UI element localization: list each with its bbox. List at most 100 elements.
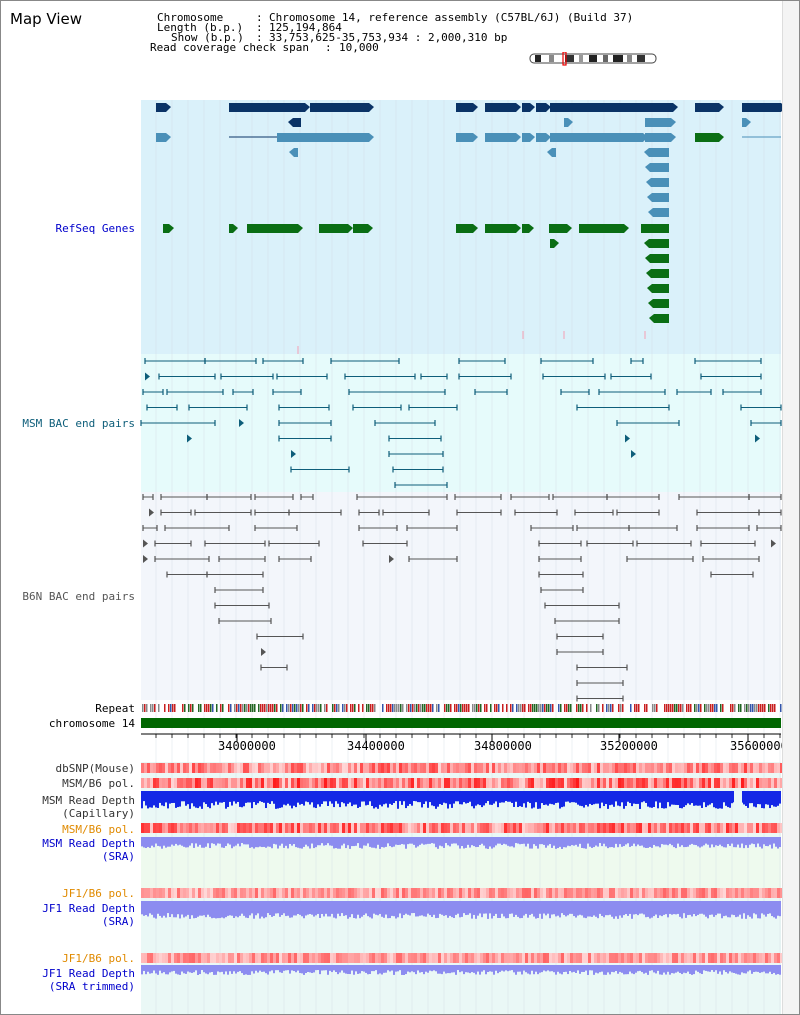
polymorphism-cell xyxy=(423,888,426,898)
read-depth-bar xyxy=(243,965,245,975)
polymorphism-cell xyxy=(555,763,558,773)
polymorphism-cell xyxy=(720,778,723,788)
polymorphism-cell xyxy=(525,888,528,898)
read-depth-bar xyxy=(345,837,347,849)
read-depth-bar xyxy=(575,901,577,918)
read-depth-bar xyxy=(563,791,565,807)
polymorphism-cell xyxy=(399,763,402,773)
read-depth-bar xyxy=(717,965,719,974)
polymorphism-cell xyxy=(657,823,660,833)
read-depth-bar xyxy=(185,837,187,848)
read-depth-bar xyxy=(395,837,397,845)
polymorphism-cell xyxy=(267,953,270,963)
read-depth-bar xyxy=(183,901,185,918)
repeat-mark xyxy=(738,704,740,712)
read-depth-bar xyxy=(447,965,449,974)
read-depth-bar xyxy=(161,965,163,974)
gene-feature xyxy=(550,239,554,248)
polymorphism-cell xyxy=(282,953,285,963)
polymorphism-cell xyxy=(291,763,294,773)
refseq-genes-label[interactable]: RefSeq Genes xyxy=(55,222,135,235)
read-depth-bar xyxy=(297,837,299,848)
polymorphism-cell xyxy=(693,888,696,898)
read-depth-bar xyxy=(581,901,583,916)
polymorphism-cell xyxy=(423,823,426,833)
read-depth-bar xyxy=(247,791,249,803)
repeat-mark xyxy=(772,704,774,712)
polymorphism-cell xyxy=(261,888,264,898)
read-depth-bar xyxy=(595,965,597,973)
read-depth-bar xyxy=(619,837,621,845)
polymorphism-cell xyxy=(762,888,765,898)
gene-arrow xyxy=(516,224,521,233)
read-depth-bar xyxy=(423,837,425,845)
read-depth-bar xyxy=(157,901,159,914)
read-depth-bar xyxy=(397,965,399,972)
read-depth-bar xyxy=(535,901,537,919)
read-depth-bar xyxy=(537,791,539,809)
read-depth-bar xyxy=(671,837,673,846)
read-depth-bar xyxy=(269,837,271,847)
read-depth-bar xyxy=(157,791,159,808)
read-depth-bar xyxy=(347,901,349,919)
polymorphism-cell xyxy=(225,778,228,788)
gene-arrow xyxy=(673,103,678,112)
read-depth-bar xyxy=(703,901,705,915)
read-depth-bar xyxy=(761,901,763,914)
polymorphism-cell xyxy=(414,888,417,898)
read-depth-bar xyxy=(293,965,295,972)
repeat-mark xyxy=(560,704,562,712)
read-depth-bar xyxy=(743,837,745,849)
polymorphism-cell xyxy=(201,823,204,833)
repeat-mark xyxy=(292,704,294,712)
polymorphism-cell xyxy=(558,953,561,963)
b6n-bac-end-pairs-label[interactable]: B6N BAC end pairs xyxy=(22,590,135,603)
polymorphism-cell xyxy=(744,953,747,963)
read-depth-bar xyxy=(175,837,177,844)
polymorphism-cell xyxy=(381,763,384,773)
read-depth-bar xyxy=(251,901,253,914)
read-depth-bar xyxy=(347,791,349,804)
polymorphism-cell xyxy=(543,888,546,898)
bac-end-marker xyxy=(143,539,148,548)
polymorphism-cell xyxy=(255,888,258,898)
tick-label: 35600000 xyxy=(730,739,788,753)
polymorphism-cell xyxy=(171,888,174,898)
read-depth-bar xyxy=(151,791,153,808)
read-depth-bar xyxy=(395,901,397,919)
read-depth-bar xyxy=(251,791,253,809)
polymorphism-cell xyxy=(207,953,210,963)
repeat-mark xyxy=(286,704,288,712)
polymorphism-cell xyxy=(762,823,765,833)
read-depth-bar xyxy=(303,965,305,975)
read-depth-bar xyxy=(261,837,263,848)
polymorphism-cell xyxy=(747,823,750,833)
polymorphism-cell xyxy=(306,778,309,788)
polymorphism-cell xyxy=(657,953,660,963)
read-depth-bar xyxy=(565,901,567,917)
read-depth-bar xyxy=(231,901,233,916)
polymorphism-cell xyxy=(657,888,660,898)
repeat-mark xyxy=(490,704,492,712)
read-depth-bar xyxy=(257,901,259,914)
chromosome-ideogram[interactable] xyxy=(529,52,659,66)
read-depth-bar xyxy=(201,901,203,916)
read-depth-bar xyxy=(185,965,187,974)
polymorphism-cell xyxy=(705,888,708,898)
polymorphism-cell xyxy=(624,888,627,898)
polymorphism-cell xyxy=(387,888,390,898)
polymorphism-cell xyxy=(366,823,369,833)
read-depth-bar xyxy=(509,901,511,914)
polymorphism-cell xyxy=(660,763,663,773)
read-depth-bar xyxy=(383,791,385,805)
polymorphism-cell xyxy=(708,888,711,898)
polymorphism-cell xyxy=(591,953,594,963)
msm-bac-end-pairs-label[interactable]: MSM BAC end pairs xyxy=(22,417,135,430)
polymorphism-cell xyxy=(507,953,510,963)
polymorphism-cell xyxy=(504,778,507,788)
read-depth-bar xyxy=(401,791,403,805)
read-depth-bar xyxy=(633,965,635,975)
vertical-scrollbar[interactable] xyxy=(782,1,799,1014)
polymorphism-cell xyxy=(414,823,417,833)
polymorphism-cell xyxy=(558,763,561,773)
